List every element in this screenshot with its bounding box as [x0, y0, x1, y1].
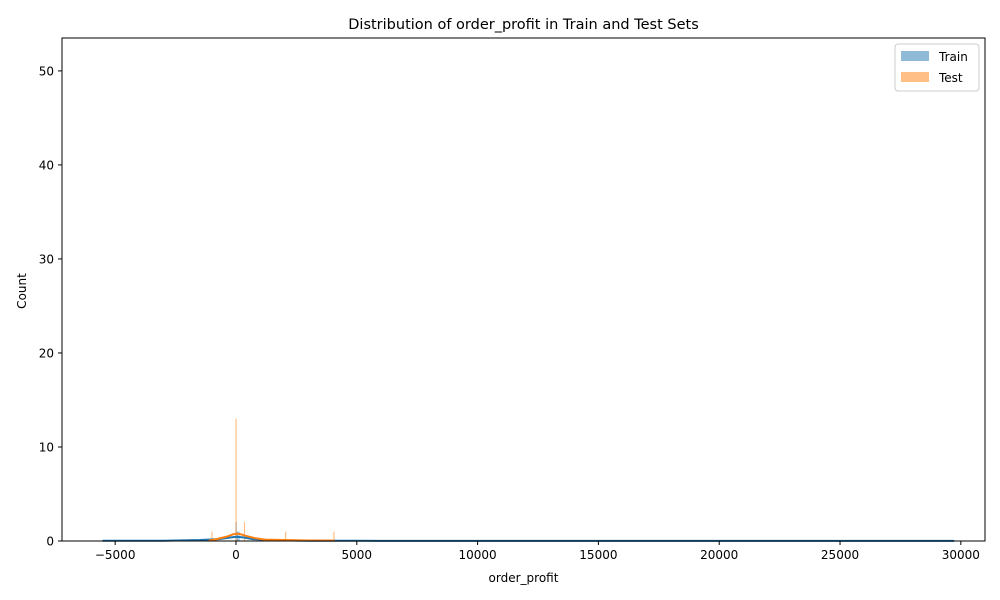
kde-line-test	[208, 532, 335, 542]
x-tick-label: −5000	[95, 548, 136, 562]
y-tick-label: 30	[39, 252, 54, 266]
bar-test-1	[235, 418, 237, 541]
chart-title: Distribution of order_profit in Train an…	[348, 17, 699, 33]
bar-test-3	[285, 531, 287, 541]
bar-test-4	[333, 531, 335, 541]
bar-test-2	[243, 522, 246, 541]
y-tick-label: 40	[39, 158, 54, 172]
x-axis-label: order_profit	[489, 571, 559, 585]
y-tick-label: 50	[39, 64, 54, 78]
legend: Train Test	[894, 43, 980, 92]
y-tick-label: 10	[39, 440, 54, 454]
x-tick-label: 25000	[821, 548, 859, 562]
x-tick-label: 15000	[579, 548, 617, 562]
legend-label-test: Test	[938, 71, 963, 85]
x-tick-label: 30000	[942, 548, 980, 562]
legend-label-train: Train	[938, 50, 968, 64]
y-tick-label: 20	[39, 346, 54, 360]
legend-swatch-train	[901, 51, 929, 61]
y-tick-label: 0	[46, 535, 54, 549]
x-tick-label: 5000	[342, 548, 373, 562]
x-tick-label: 20000	[700, 548, 738, 562]
legend-swatch-test	[901, 72, 929, 82]
bar-test-0	[211, 531, 213, 541]
series-test	[211, 418, 335, 541]
axes-layer: −5000 0 5000 10000 15000 20000 25000 30000 0 10 20…	[39, 37, 986, 562]
x-tick-label: 10000	[458, 548, 496, 562]
y-axis-label: Count	[15, 273, 29, 309]
x-tick-label: 0	[232, 548, 240, 562]
axes-frame	[61, 37, 986, 542]
